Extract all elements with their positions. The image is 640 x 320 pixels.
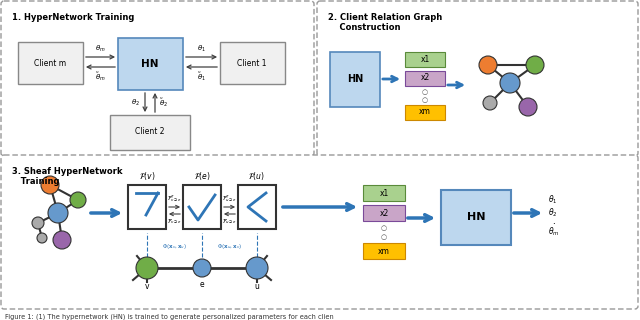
- FancyBboxPatch shape: [1, 155, 638, 309]
- Bar: [183, 185, 221, 229]
- Text: $\mathcal{F}_{u\supseteq e}$: $\mathcal{F}_{u\supseteq e}$: [222, 217, 237, 226]
- Text: ○: ○: [381, 234, 387, 240]
- Text: HN: HN: [467, 212, 485, 222]
- Text: $\mathcal{F}(v)$: $\mathcal{F}(v)$: [139, 170, 156, 182]
- Text: $\mathcal{F}(e)$: $\mathcal{F}(e)$: [193, 170, 211, 182]
- Circle shape: [500, 73, 520, 93]
- Circle shape: [479, 56, 497, 74]
- Text: e: e: [200, 280, 204, 289]
- Text: $\tilde{\theta}_m$: $\tilde{\theta}_m$: [95, 70, 106, 83]
- Text: Client 2: Client 2: [135, 127, 164, 137]
- Circle shape: [136, 257, 158, 279]
- Bar: [363, 185, 405, 201]
- Bar: [363, 205, 405, 221]
- Text: $\Phi(\mathbf{x}_v, \mathbf{x}_u)$: $\Phi(\mathbf{x}_v, \mathbf{x}_u)$: [162, 242, 187, 251]
- Text: $\theta_2$: $\theta_2$: [131, 98, 140, 108]
- Circle shape: [32, 217, 44, 229]
- Text: $\theta_m$: $\theta_m$: [548, 226, 559, 238]
- Bar: [220, 42, 285, 84]
- Bar: [118, 38, 183, 90]
- Text: x1: x1: [380, 188, 388, 197]
- Text: ○: ○: [422, 97, 428, 103]
- Text: $\mathcal{F}_{v\supseteq e}^T$: $\mathcal{F}_{v\supseteq e}^T$: [167, 193, 182, 204]
- Text: Figure 1: (1) The hypernetwork (HN) is trained to generate personalized paramete: Figure 1: (1) The hypernetwork (HN) is t…: [5, 313, 333, 319]
- Text: $\mathcal{F}_{u\supseteq e}^T$: $\mathcal{F}_{u\supseteq e}^T$: [222, 193, 237, 204]
- Text: x2: x2: [420, 74, 429, 83]
- Circle shape: [70, 192, 86, 208]
- Circle shape: [41, 176, 59, 194]
- Text: HN: HN: [347, 74, 363, 84]
- Circle shape: [53, 231, 71, 249]
- Text: Client m: Client m: [34, 59, 66, 68]
- Text: $\theta_1$: $\theta_1$: [196, 44, 205, 54]
- Bar: [128, 185, 166, 229]
- Bar: [18, 42, 83, 84]
- Text: u: u: [255, 282, 259, 291]
- Text: Client 1: Client 1: [237, 59, 267, 68]
- Text: 3. Sheaf HyperNetwork
   Training: 3. Sheaf HyperNetwork Training: [12, 167, 122, 186]
- Text: xm: xm: [378, 246, 390, 255]
- Text: ○: ○: [422, 89, 428, 95]
- Text: $\tilde{\theta}_1$: $\tilde{\theta}_1$: [196, 70, 205, 83]
- Text: $\Phi(\mathbf{x}_u, \mathbf{x}_v)$: $\Phi(\mathbf{x}_u, \mathbf{x}_v)$: [217, 242, 242, 251]
- Bar: [405, 105, 445, 120]
- Bar: [405, 71, 445, 86]
- Circle shape: [48, 203, 68, 223]
- Bar: [330, 52, 380, 107]
- Text: x1: x1: [420, 54, 429, 63]
- FancyBboxPatch shape: [1, 1, 314, 156]
- Text: v: v: [145, 282, 149, 291]
- Text: xm: xm: [419, 108, 431, 116]
- Bar: [110, 115, 190, 150]
- Bar: [441, 190, 511, 245]
- Text: $\tilde{\theta}_2$: $\tilde{\theta}_2$: [159, 97, 168, 109]
- Text: $\theta_1$: $\theta_1$: [548, 194, 557, 206]
- Text: 2. Client Relation Graph
    Construction: 2. Client Relation Graph Construction: [328, 13, 442, 32]
- Text: $\cdot$: $\cdot$: [552, 218, 556, 227]
- Bar: [238, 185, 276, 229]
- Text: x2: x2: [380, 209, 388, 218]
- FancyBboxPatch shape: [317, 1, 638, 156]
- Circle shape: [526, 56, 544, 74]
- Text: $\theta_m$: $\theta_m$: [95, 44, 106, 54]
- Bar: [405, 52, 445, 67]
- Circle shape: [37, 233, 47, 243]
- Text: 1. HyperNetwork Training: 1. HyperNetwork Training: [12, 13, 134, 22]
- Text: $\mathcal{F}(u)$: $\mathcal{F}(u)$: [248, 170, 266, 182]
- Circle shape: [483, 96, 497, 110]
- Circle shape: [519, 98, 537, 116]
- Text: ○: ○: [381, 225, 387, 231]
- Bar: [363, 243, 405, 259]
- Circle shape: [246, 257, 268, 279]
- Circle shape: [193, 259, 211, 277]
- Text: $\theta_2$: $\theta_2$: [548, 207, 557, 219]
- Text: HN: HN: [141, 59, 159, 69]
- Text: $\mathcal{F}_{v\supseteq e}$: $\mathcal{F}_{v\supseteq e}$: [167, 217, 182, 226]
